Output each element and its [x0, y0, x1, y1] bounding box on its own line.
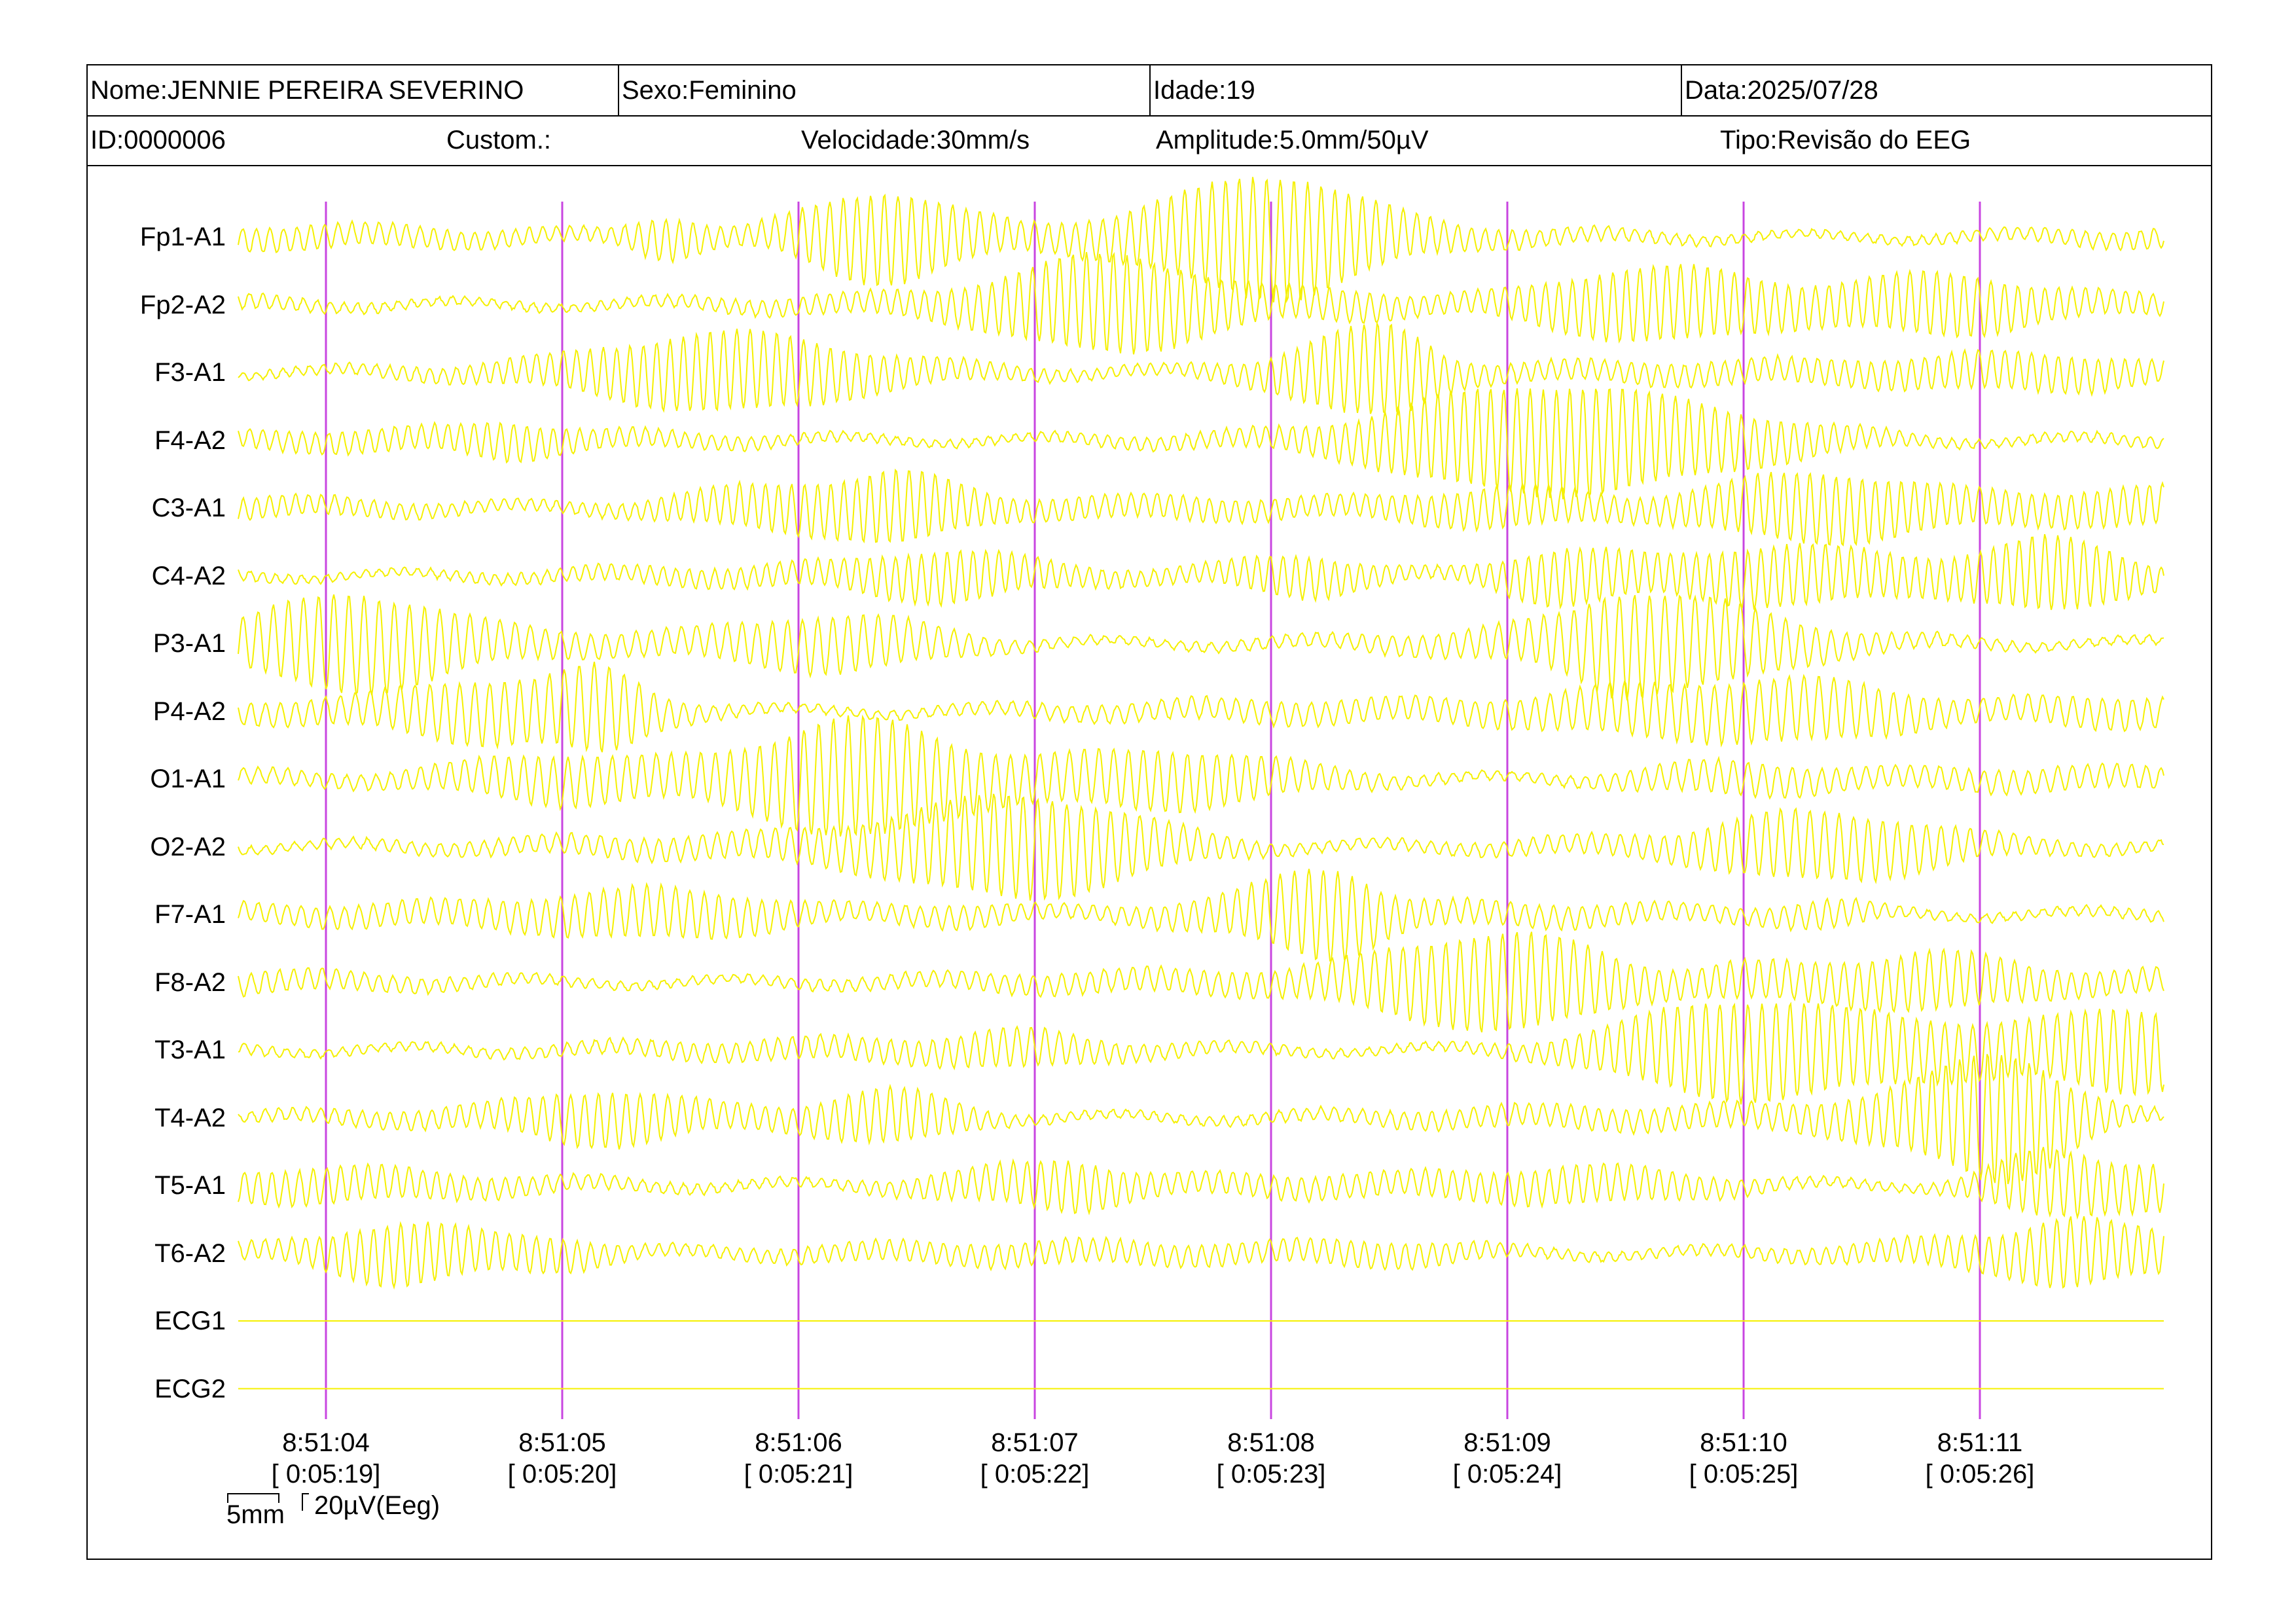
- channel-trace: [238, 321, 2164, 416]
- channel-label: F3-A1: [154, 358, 226, 387]
- clock-time: 8:51:11: [1937, 1428, 2023, 1457]
- clock-time: 8:51:07: [991, 1428, 1079, 1457]
- channel-label: T3-A1: [154, 1036, 226, 1064]
- elapsed-time: [ 0:05:26]: [1925, 1460, 2035, 1489]
- channel-trace: [238, 1147, 2164, 1220]
- channel-trace: [238, 388, 2164, 499]
- channel-label: Fp2-A2: [139, 290, 226, 319]
- divider: [1681, 65, 1682, 115]
- channel-trace: [238, 251, 2164, 355]
- amplitude-setting: Amplitude:5.0mm/50µV: [1156, 126, 1429, 154]
- divider: [618, 65, 619, 115]
- channel-label: Fp1-A1: [139, 223, 226, 251]
- channel-trace: [238, 468, 2164, 547]
- channel-trace: [238, 869, 2164, 962]
- time-mark-label: 8:51:10 [ 0:05:25]: [1659, 1427, 1829, 1490]
- elapsed-time: [ 0:05:24]: [1452, 1460, 1562, 1489]
- channel-label: C4-A2: [151, 561, 226, 590]
- clock-time: 8:51:06: [755, 1428, 842, 1457]
- time-scale-bracket-icon: [227, 1493, 279, 1503]
- elapsed-time: [ 0:05:20]: [507, 1460, 617, 1489]
- channel-label: ECG2: [154, 1374, 226, 1403]
- channel-trace: [238, 1001, 2164, 1105]
- amplitude-scale-bracket-icon: [302, 1493, 309, 1511]
- patient-id: ID:0000006: [90, 126, 226, 154]
- channel-label: F4-A2: [154, 425, 226, 455]
- channel-trace: [238, 533, 2164, 610]
- channel-label: ECG1: [154, 1307, 226, 1335]
- clock-time: 8:51:09: [1463, 1428, 1551, 1457]
- channel-label: C3-A1: [151, 494, 226, 522]
- channel-trace: [238, 931, 2164, 1033]
- paper-speed: Velocidade:30mm/s: [801, 126, 1030, 154]
- patient-name: Nome:JENNIE PEREIRA SEVERINO: [90, 76, 524, 105]
- clock-time: 8:51:05: [518, 1428, 606, 1457]
- channel-label: F8-A2: [154, 967, 226, 997]
- patient-info-row: Nome:JENNIE PEREIRA SEVERINO Sexo:Femini…: [88, 65, 2211, 117]
- channel-trace: [238, 714, 2164, 837]
- time-mark-label: 8:51:05 [ 0:05:20]: [477, 1427, 647, 1490]
- channel-trace: [238, 1216, 2164, 1290]
- channel-label: F7-A1: [154, 900, 226, 929]
- channel-trace: [238, 177, 2164, 304]
- patient-age: Idade:19: [1153, 76, 1255, 105]
- divider: [1149, 65, 1151, 115]
- channel-trace: [238, 594, 2164, 701]
- clock-time: 8:51:08: [1227, 1428, 1315, 1457]
- clock-time: 8:51:04: [282, 1428, 370, 1457]
- channel-label: T6-A2: [154, 1238, 226, 1268]
- channel-label: O2-A2: [150, 832, 226, 861]
- clock-time: 8:51:10: [1700, 1428, 1787, 1457]
- recording-settings-row: ID:0000006 Custom.: Velocidade:30mm/s Am…: [88, 115, 2211, 166]
- eeg-report-frame: Nome:JENNIE PEREIRA SEVERINO Sexo:Femini…: [86, 64, 2212, 1560]
- elapsed-time: [ 0:05:19]: [271, 1460, 381, 1489]
- channel-label: T5-A1: [154, 1171, 226, 1200]
- review-type: Tipo:Revisão do EEG: [1720, 126, 1971, 154]
- amplitude-scale-label: 20µV(Eeg): [314, 1491, 440, 1520]
- time-mark-label: 8:51:08 [ 0:05:23]: [1186, 1427, 1356, 1490]
- time-mark-label: 8:51:06 [ 0:05:21]: [713, 1427, 884, 1490]
- time-mark-label: 8:51:09 [ 0:05:24]: [1422, 1427, 1592, 1490]
- channel-trace: [238, 661, 2164, 753]
- channel-label: T4-A2: [154, 1103, 226, 1132]
- channel-label: P4-A2: [152, 696, 226, 726]
- time-mark-label: 8:51:07 [ 0:05:22]: [950, 1427, 1120, 1490]
- time-mark-label: 8:51:11 [ 0:05:26]: [1895, 1427, 2065, 1490]
- channel-label: O1-A1: [150, 765, 226, 793]
- elapsed-time: [ 0:05:23]: [1216, 1460, 1326, 1489]
- elapsed-time: [ 0:05:22]: [980, 1460, 1090, 1489]
- elapsed-time: [ 0:05:25]: [1689, 1460, 1799, 1489]
- exam-date: Data:2025/07/28: [1685, 76, 1878, 105]
- channel-trace: [238, 1054, 2164, 1185]
- patient-sex: Sexo:Feminino: [622, 76, 797, 105]
- elapsed-time: [ 0:05:21]: [744, 1460, 853, 1489]
- time-scale-label: 5mm: [226, 1500, 285, 1529]
- custom-field: Custom.:: [446, 126, 552, 154]
- channel-label: P3-A1: [152, 629, 226, 658]
- time-mark-label: 8:51:04 [ 0:05:19]: [241, 1427, 411, 1490]
- channel-trace: [238, 793, 2164, 901]
